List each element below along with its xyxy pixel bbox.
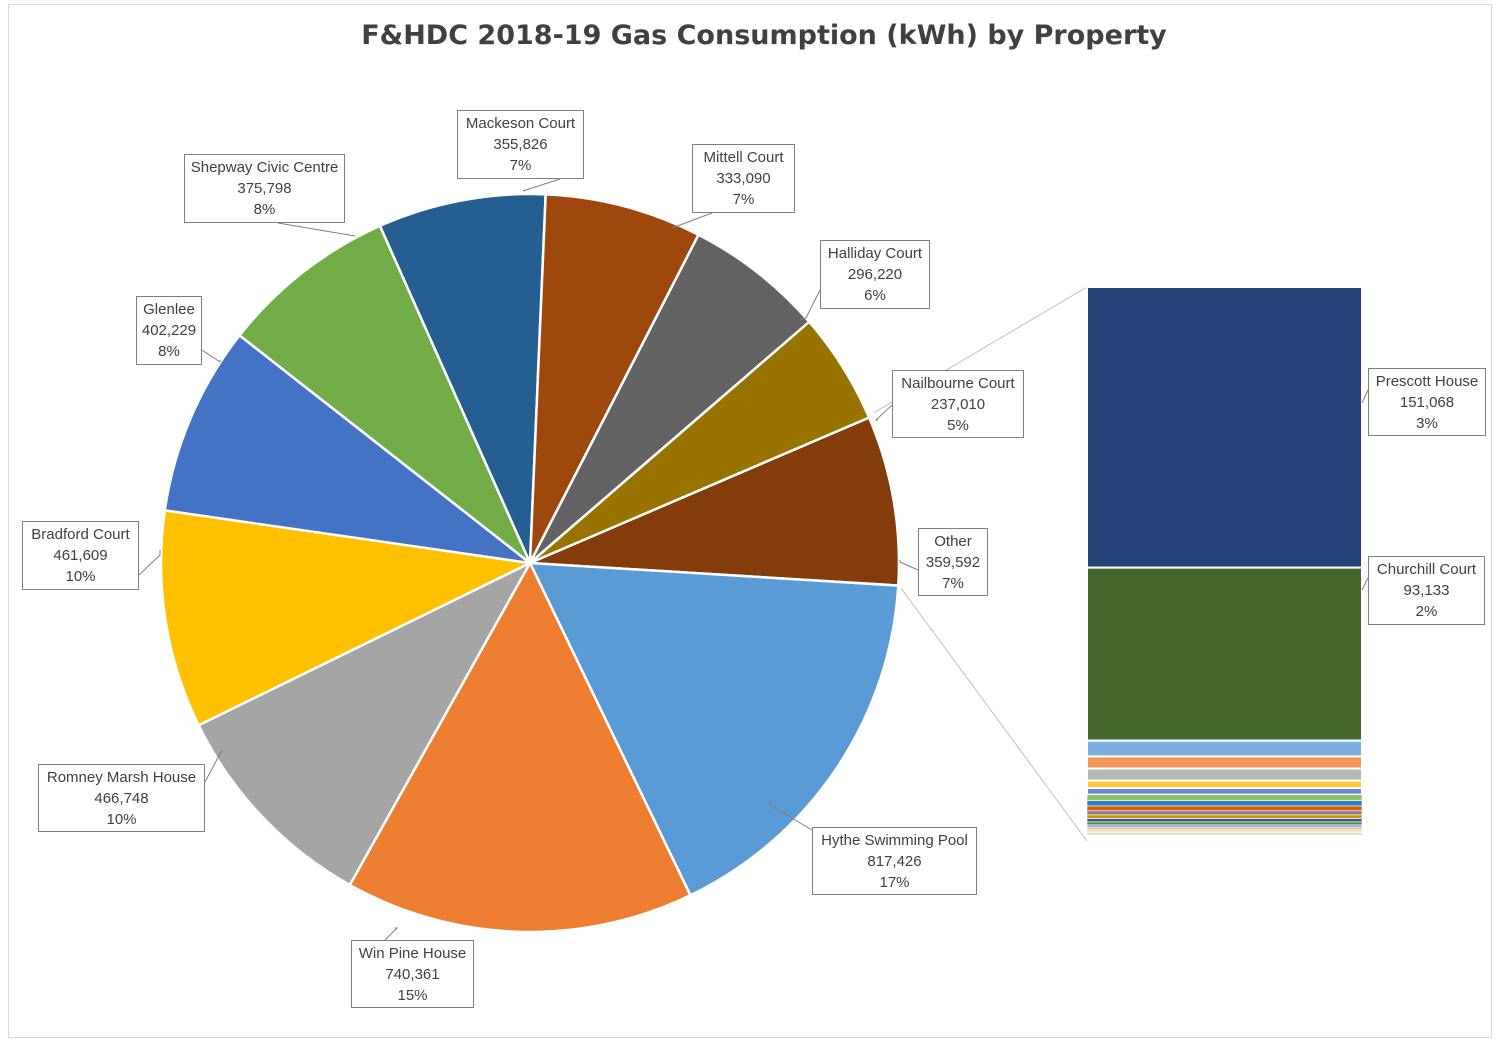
pie-slice-bradford-court[interactable] bbox=[159, 509, 532, 727]
bar-segment-9[interactable] bbox=[1086, 800, 1363, 807]
leader-hythe-swimming-pool bbox=[769, 800, 813, 831]
bar-segment-prescott-house[interactable] bbox=[1086, 286, 1363, 569]
category-label: Churchill Court bbox=[1376, 561, 1477, 578]
data-label-romney-marsh-house: Romney Marsh House 466,748 10% bbox=[38, 764, 205, 832]
value-label: 466,748 bbox=[94, 790, 149, 807]
pie-slice-glenlee[interactable] bbox=[163, 334, 532, 565]
data-label-prescott-house: Prescott House 151,068 3% bbox=[1368, 368, 1486, 436]
leader-prescott-house bbox=[1361, 389, 1369, 404]
percent-label: 8% bbox=[253, 201, 276, 218]
chart-title: F&HDC 2018-19 Gas Consumption (kWh) by P… bbox=[361, 20, 1167, 51]
leader-bradford-court bbox=[138, 550, 161, 576]
leader-nailbourne-court bbox=[874, 404, 893, 421]
value-label: 461,609 bbox=[53, 547, 108, 564]
value-label: 237,010 bbox=[930, 396, 986, 413]
category-label: Hythe Swimming Pool bbox=[821, 832, 968, 849]
data-label-mackeson-court: Mackeson Court 355,826 7% bbox=[457, 110, 584, 179]
pie-slice-mittell-court[interactable] bbox=[528, 193, 700, 565]
data-label-bradford-court: Bradford Court 461,609 10% bbox=[22, 521, 139, 590]
percent-label: 10% bbox=[106, 811, 137, 828]
pie-slice-mackeson-court[interactable] bbox=[378, 192, 547, 565]
data-label-halliday-court: Halliday Court 296,220 6% bbox=[820, 240, 930, 309]
value-label: 402,229 bbox=[141, 322, 197, 339]
data-label-win-pine-house: Win Pine House 740,361 15% bbox=[351, 940, 474, 1008]
leader-mittell-court bbox=[671, 212, 713, 229]
bar-segment-3[interactable] bbox=[1086, 739, 1363, 758]
pie-slice-hythe-swimming-pool[interactable] bbox=[528, 561, 900, 897]
percent-label: 17% bbox=[879, 874, 910, 891]
category-label: Nailbourne Court bbox=[901, 375, 1015, 392]
data-label-mittell-court: Mittell Court 333,090 7% bbox=[692, 144, 795, 213]
data-label-churchill-court: Churchill Court 93,133 2% bbox=[1368, 556, 1485, 625]
pie-slice-romney-marsh-house[interactable] bbox=[197, 561, 532, 887]
other-breakdown-bar bbox=[1086, 286, 1363, 836]
connector-line-bottom bbox=[900, 588, 1088, 842]
leader-shepway-civic-centre bbox=[277, 222, 356, 237]
leader-halliday-court bbox=[799, 289, 821, 321]
bar-segment-4[interactable] bbox=[1086, 755, 1363, 770]
category-label: Win Pine House bbox=[358, 945, 467, 962]
data-label-nailbourne-court: Nailbourne Court 237,010 5% bbox=[892, 370, 1024, 438]
percent-label: 10% bbox=[65, 568, 96, 585]
data-label-shepway-civic-centre: Shepway Civic Centre 375,798 8% bbox=[184, 154, 345, 223]
category-label: Romney Marsh House bbox=[46, 769, 197, 786]
bar-segment-5[interactable] bbox=[1086, 767, 1363, 782]
leader-mackeson-court bbox=[522, 178, 561, 192]
percent-label: 6% bbox=[864, 287, 886, 304]
bar-segment-churchill-court[interactable] bbox=[1086, 566, 1363, 742]
category-label: Bradford Court bbox=[31, 526, 130, 543]
bar-segment-6[interactable] bbox=[1086, 779, 1363, 790]
data-label-glenlee: Glenlee 402,229 8% bbox=[136, 296, 202, 365]
value-label: 151,068 bbox=[1399, 394, 1455, 411]
percent-label: 7% bbox=[942, 575, 964, 592]
category-label: Mittell Court bbox=[703, 149, 784, 166]
category-label: Glenlee bbox=[143, 301, 195, 318]
percent-label: 7% bbox=[509, 157, 532, 174]
pie-slice-win-pine-house[interactable] bbox=[348, 561, 692, 934]
value-label: 817,426 bbox=[867, 853, 922, 870]
category-label: Halliday Court bbox=[827, 245, 923, 262]
pie-slice-halliday-court[interactable] bbox=[528, 233, 811, 565]
data-label-hythe-swimming-pool: Hythe Swimming Pool 817,426 17% bbox=[812, 827, 977, 895]
leader-glenlee bbox=[201, 349, 221, 363]
category-label: Other bbox=[934, 533, 972, 550]
percent-label: 8% bbox=[158, 343, 180, 360]
percent-label: 15% bbox=[397, 987, 428, 1004]
bar-segment-10[interactable] bbox=[1086, 805, 1363, 812]
data-label-other: Other 359,592 7% bbox=[918, 528, 988, 596]
value-label: 740,361 bbox=[385, 966, 440, 983]
value-label: 333,090 bbox=[716, 170, 771, 187]
leader-churchill-court bbox=[1361, 577, 1369, 591]
bar-segment-14[interactable] bbox=[1086, 821, 1363, 826]
bar-segment-16[interactable] bbox=[1086, 827, 1363, 830]
pie-slice-shepway-civic-centre[interactable] bbox=[238, 224, 532, 565]
leader-romney-marsh-house bbox=[204, 749, 223, 783]
category-label: Mackeson Court bbox=[465, 115, 576, 132]
value-label: 93,133 bbox=[1403, 582, 1450, 599]
leader-other bbox=[899, 560, 919, 571]
percent-label: 7% bbox=[732, 191, 755, 208]
bar-segment-15[interactable] bbox=[1086, 824, 1363, 828]
bar-segment-8[interactable] bbox=[1086, 794, 1363, 801]
bar-segment-7[interactable] bbox=[1086, 787, 1363, 796]
category-label: Prescott House bbox=[1375, 373, 1479, 390]
value-label: 296,220 bbox=[847, 266, 903, 283]
pie bbox=[159, 192, 901, 934]
value-label: 355,826 bbox=[493, 136, 548, 153]
bar-segment-11[interactable] bbox=[1086, 810, 1363, 816]
bar-segment-13[interactable] bbox=[1086, 818, 1363, 823]
value-label: 375,798 bbox=[237, 180, 292, 197]
leader-win-pine-house bbox=[384, 927, 399, 941]
pie-slice-other[interactable] bbox=[528, 416, 901, 587]
bar-segment-20[interactable] bbox=[1086, 833, 1363, 836]
value-label: 359,592 bbox=[925, 554, 981, 571]
percent-label: 3% bbox=[1416, 415, 1438, 432]
percent-label: 2% bbox=[1415, 603, 1438, 620]
category-label: Shepway Civic Centre bbox=[190, 159, 339, 176]
bar-segment-12[interactable] bbox=[1086, 814, 1363, 819]
callout-leaders bbox=[138, 178, 1369, 941]
percent-label: 5% bbox=[947, 417, 969, 434]
